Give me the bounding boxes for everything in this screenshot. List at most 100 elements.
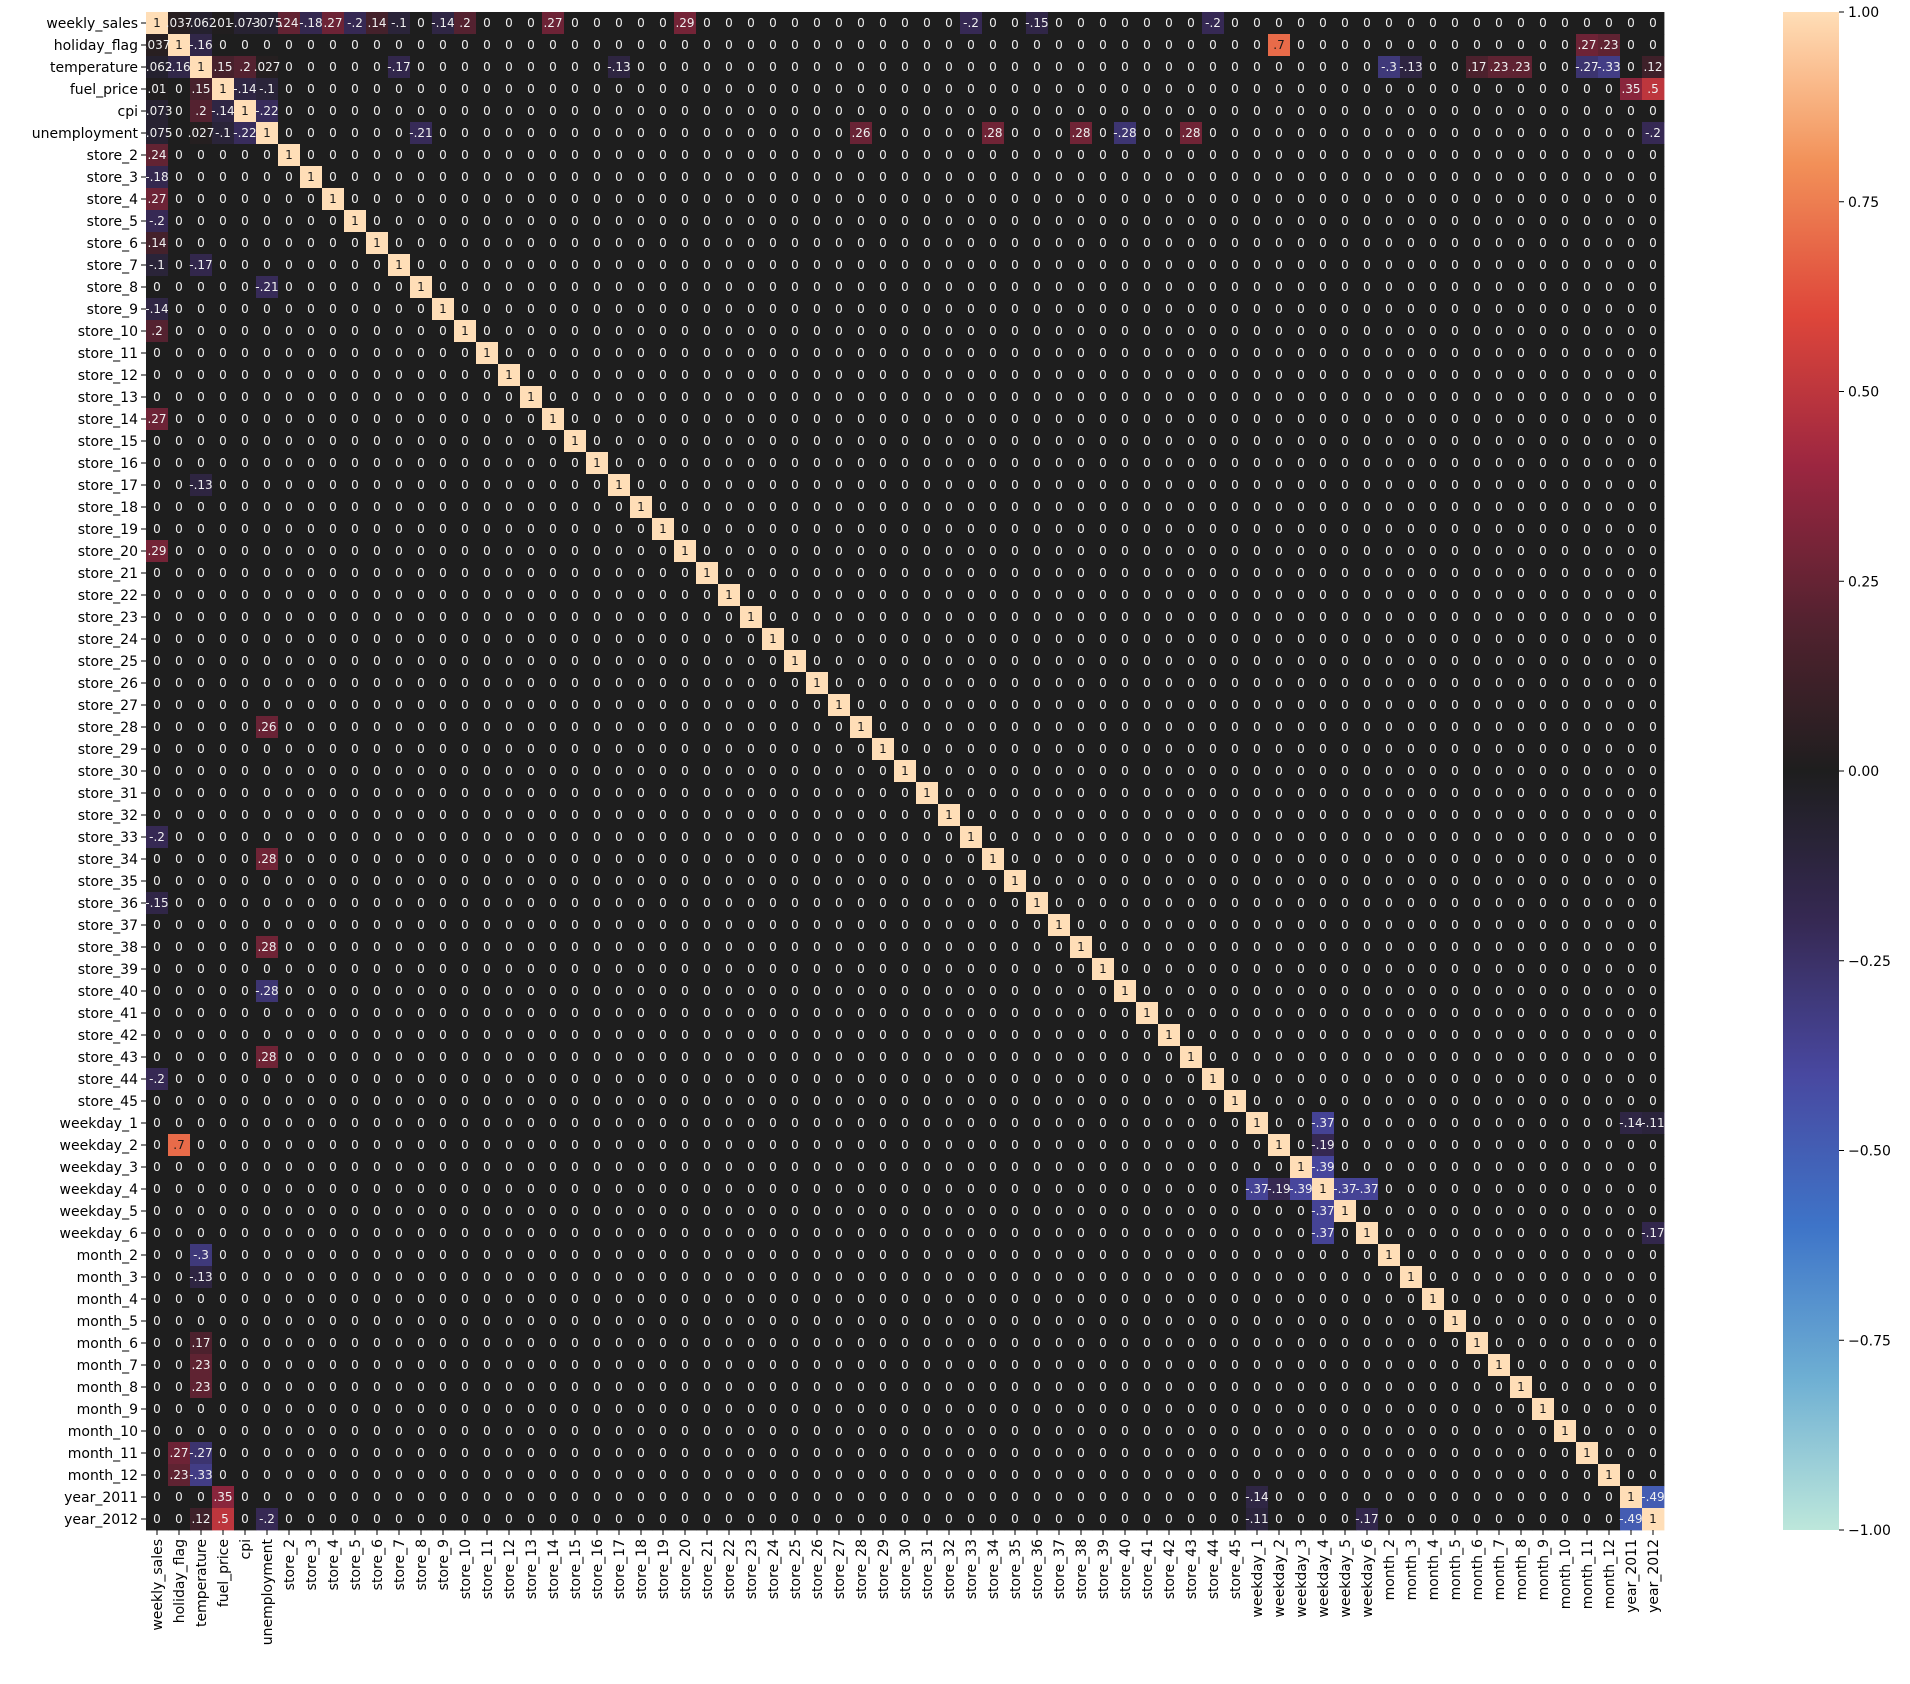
heatmap-cell xyxy=(916,34,939,57)
heatmap-cell xyxy=(454,56,477,79)
cell-value-label: 0 xyxy=(1517,16,1525,30)
heatmap-cell xyxy=(1180,12,1203,35)
cell-value-label: 0 xyxy=(1341,16,1349,30)
cell-value-label: -.16 xyxy=(189,38,212,52)
cell-value-label: 0 xyxy=(329,82,337,96)
heatmap-cell xyxy=(872,34,895,57)
cell-value-label: 0 xyxy=(703,82,711,96)
heatmap-cell xyxy=(256,34,279,57)
cell-value-label: 0 xyxy=(1077,38,1085,52)
cell-value-label: 0 xyxy=(1297,16,1305,30)
heatmap-cell xyxy=(1378,12,1401,35)
heatmap-cell xyxy=(1422,34,1445,57)
cell-value-label: 1 xyxy=(197,60,205,74)
heatmap-cell xyxy=(1334,12,1357,35)
cell-value-label: 0 xyxy=(241,38,249,52)
heatmap-cell xyxy=(1466,12,1489,35)
cell-value-label: 0 xyxy=(1319,38,1327,52)
cell-value-label: 0 xyxy=(329,38,337,52)
cell-value-label: 0 xyxy=(593,16,601,30)
heatmap-cell xyxy=(1092,56,1115,79)
heatmap-cell xyxy=(938,12,961,35)
heatmap-cell xyxy=(344,56,367,79)
heatmap-cell xyxy=(740,12,763,35)
cell-value-label: 0 xyxy=(1231,16,1239,30)
heatmap-cell xyxy=(212,12,235,35)
heatmap-cell xyxy=(278,34,301,57)
cell-value-label: 0 xyxy=(571,60,579,74)
cell-value-label: 0 xyxy=(1561,60,1569,74)
heatmap-cell xyxy=(190,12,213,35)
heatmap-cell xyxy=(1202,34,1225,57)
cell-value-label: 0 xyxy=(1055,60,1063,74)
cell-value-label: 0 xyxy=(483,16,491,30)
heatmap-cell xyxy=(1334,56,1357,79)
cell-value-label: -.16 xyxy=(167,60,190,74)
cell-value-label: 0 xyxy=(945,60,953,74)
heatmap-cell xyxy=(960,34,983,57)
heatmap-cell xyxy=(498,34,521,57)
heatmap-cell xyxy=(1092,12,1115,35)
cell-value-label: 0 xyxy=(1319,60,1327,74)
heatmap-cell xyxy=(828,34,851,57)
cell-value-label: 0 xyxy=(505,38,513,52)
cell-value-label: 0 xyxy=(1561,16,1569,30)
cell-value-label: 0 xyxy=(417,16,425,30)
heatmap-cell xyxy=(146,12,169,35)
heatmap-cell xyxy=(630,12,653,35)
cell-value-label: 0 xyxy=(1187,16,1195,30)
cell-value-label: 0 xyxy=(593,38,601,52)
heatmap-cell xyxy=(1444,34,1467,57)
cell-value-label: 0 xyxy=(1429,16,1437,30)
cell-value-label: .17 xyxy=(1467,60,1486,74)
cell-value-label: 0 xyxy=(1011,16,1019,30)
heatmap-cell xyxy=(388,12,411,35)
heatmap-cell xyxy=(1114,34,1137,57)
heatmap-cell xyxy=(872,12,895,35)
cell-value-label: 0 xyxy=(1385,38,1393,52)
heatmap-cell xyxy=(410,34,433,57)
heatmap-cell xyxy=(498,56,521,79)
cell-value-label: 0 xyxy=(1187,60,1195,74)
heatmap-cell xyxy=(344,34,367,57)
cell-value-label: 0 xyxy=(1627,38,1635,52)
heatmap-cell xyxy=(894,56,917,79)
cell-value-label: -.2 xyxy=(963,16,979,30)
cell-value-label: 0 xyxy=(1451,16,1459,30)
heatmap-cell xyxy=(982,56,1005,79)
cell-value-label: 0 xyxy=(483,38,491,52)
cell-value-label: 0 xyxy=(725,38,733,52)
heatmap-cell xyxy=(1224,12,1247,35)
heatmap-cell xyxy=(982,34,1005,57)
heatmap-cell xyxy=(1532,12,1555,35)
cell-value-label: 0 xyxy=(923,38,931,52)
cell-value-label: 0 xyxy=(615,16,623,30)
cell-value-label: -.1 xyxy=(259,82,275,96)
cell-value-label: 0 xyxy=(967,38,975,52)
heatmap-cell xyxy=(1202,12,1225,35)
cell-value-label: .027 xyxy=(254,60,281,74)
heatmap-cell xyxy=(806,12,829,35)
heatmap-cell xyxy=(1092,34,1115,57)
cell-value-label: 0 xyxy=(219,38,227,52)
cell-value-label: 0 xyxy=(1627,60,1635,74)
heatmap-cell xyxy=(1004,34,1027,57)
heatmap-cell xyxy=(740,56,763,79)
heatmap-cell xyxy=(564,34,587,57)
cell-value-label: 0 xyxy=(1319,16,1327,30)
cell-value-label: 0 xyxy=(681,60,689,74)
cell-value-label: .01 xyxy=(147,82,166,96)
cell-value-label: 0 xyxy=(659,60,667,74)
cell-value-label: 0 xyxy=(1165,60,1173,74)
cell-value-label: 0 xyxy=(1451,38,1459,52)
cell-value-label: .12 xyxy=(1643,60,1662,74)
heatmap-cell xyxy=(784,34,807,57)
cell-value-label: 0 xyxy=(461,82,469,96)
cell-value-label: 0 xyxy=(857,16,865,30)
cell-value-label: 0 xyxy=(1209,60,1217,74)
heatmap-cell xyxy=(476,12,499,35)
cell-value-label: 0 xyxy=(1143,16,1151,30)
cell-value-label: 0 xyxy=(571,82,579,96)
heatmap-cell xyxy=(1268,12,1291,35)
cell-value-label: .14 xyxy=(367,16,386,30)
